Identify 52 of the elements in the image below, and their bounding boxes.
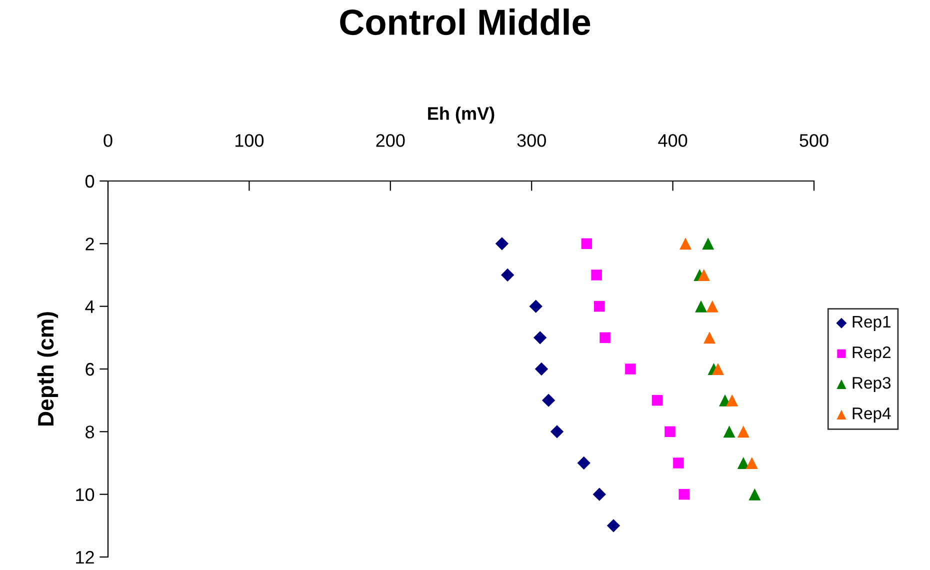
- point: [678, 488, 690, 500]
- point: [600, 332, 610, 344]
- point: [652, 394, 663, 406]
- x-tick-label: 0: [104, 134, 112, 147]
- y-tick-label: 2: [86, 238, 94, 250]
- legend-label: Rep2: [852, 346, 890, 362]
- x-tick-label: 100: [236, 134, 264, 147]
- point: [698, 268, 710, 282]
- point: [702, 238, 714, 250]
- x-tick-label: 200: [376, 134, 405, 147]
- y-tick-label: 4: [85, 300, 94, 313]
- point: [679, 238, 692, 250]
- point: [501, 268, 514, 282]
- legend-label: Rep4: [852, 408, 891, 423]
- point: [746, 456, 758, 470]
- point: [706, 300, 718, 312]
- point: [542, 394, 556, 407]
- point: [737, 456, 750, 470]
- y-tick-label: 12: [76, 550, 94, 564]
- y-axis-title: Depth (cm): [37, 312, 58, 426]
- x-tick-label: 400: [658, 134, 688, 147]
- point: [550, 425, 564, 438]
- point: [534, 362, 548, 376]
- point: [606, 519, 620, 532]
- point: [495, 237, 509, 250]
- y-tick-label: 10: [76, 488, 94, 502]
- x-tick-label: 300: [517, 134, 546, 147]
- y-tick-label: 8: [86, 426, 94, 438]
- point: [673, 458, 684, 468]
- point: [723, 426, 736, 438]
- chart-title: Control Middle: [340, 8, 590, 36]
- point: [737, 426, 750, 438]
- point: [748, 488, 761, 500]
- point: [695, 300, 708, 312]
- point: [577, 456, 590, 470]
- point: [591, 270, 602, 280]
- legend-label: Rep1: [852, 316, 890, 331]
- point: [533, 331, 547, 344]
- y-tick-label: 6: [86, 362, 94, 376]
- point: [704, 332, 716, 344]
- point: [592, 488, 606, 501]
- point: [581, 238, 592, 250]
- point: [712, 362, 724, 376]
- point: [594, 300, 605, 312]
- point: [726, 394, 738, 406]
- legend-label: Rep3: [852, 376, 891, 392]
- x-axis-title: Eh (mV): [428, 106, 494, 124]
- x-tick-label: 500: [800, 134, 828, 147]
- point: [625, 364, 636, 374]
- y-tick-label: 0: [85, 174, 94, 188]
- point: [664, 426, 676, 438]
- point: [529, 300, 542, 313]
